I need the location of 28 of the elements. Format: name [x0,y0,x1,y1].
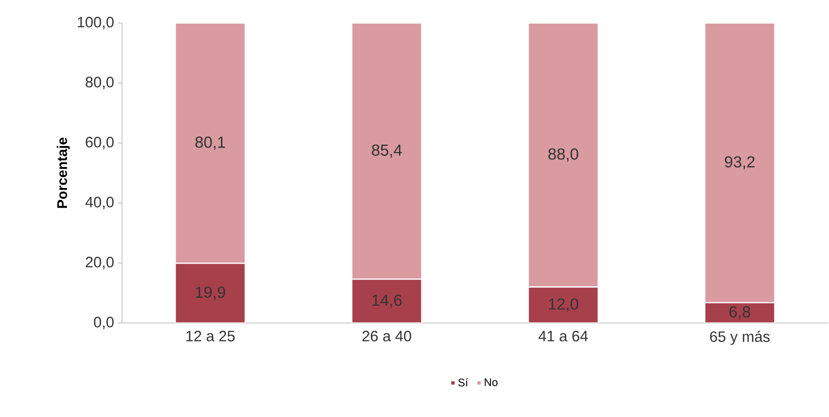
data-label: 80,1 [195,136,226,150]
bar [174,22,246,264]
bar [174,262,246,323]
x-tick-label: 26 a 40 [362,330,412,342]
data-label: 19,9 [196,286,226,300]
bar [351,278,422,323]
data-label: 85,4 [372,144,402,158]
bar [704,22,776,304]
y-tick-label: 100,0 [78,16,114,30]
y-tick-label: 20,0 [86,256,114,270]
legend-label: Sí [458,378,468,386]
y-tick-label: 60,0 [86,136,114,150]
y-axis-title: Porcentaje [56,138,70,208]
y-tick-label: 0,0 [94,316,114,330]
y-tick-label: 40,0 [85,196,114,210]
y-tick-label: 80,0 [86,76,114,90]
x-tick-label: 65 y más [710,330,770,345]
legend-label: No [484,378,498,386]
x-tick-label: 41 a 64 [538,330,588,342]
data-label: 6,8 [729,306,750,320]
data-label: 14,6 [372,294,402,308]
bar [528,286,599,323]
data-label: 12,0 [548,298,578,312]
data-label: 88,0 [548,148,578,162]
data-label: 93,2 [724,156,755,170]
bar [528,22,599,288]
bar [351,22,422,280]
x-tick-label: 12 a 25 [186,330,235,342]
